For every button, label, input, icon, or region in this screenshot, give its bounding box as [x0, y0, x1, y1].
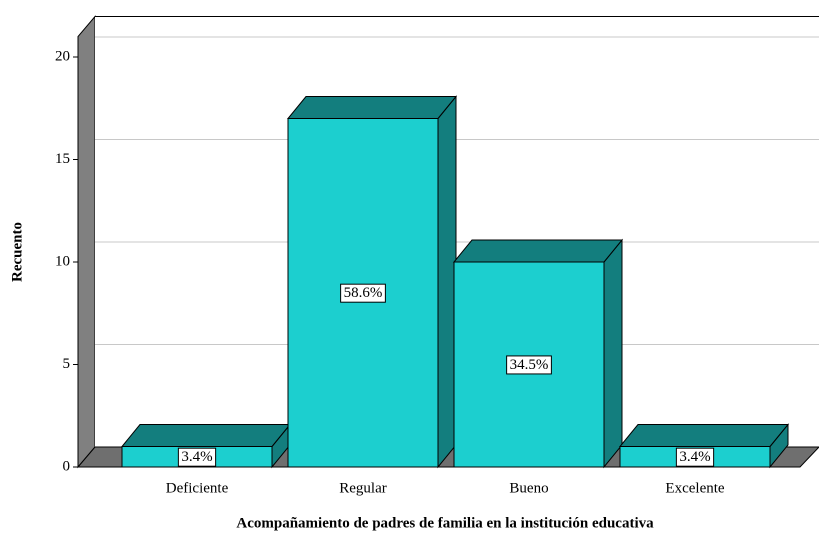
bar-label-box [177, 447, 217, 467]
x-axis-title: Acompañamiento de padres de familia en l… [236, 515, 654, 531]
bar-top [286, 96, 458, 119]
bar-label-group [675, 447, 715, 467]
bar-label-group [506, 355, 552, 375]
y-tick-label: 20 [55, 48, 70, 64]
back-wall [95, 16, 819, 447]
bar-label: 3.4% [679, 449, 710, 465]
bar-label-group [340, 283, 386, 303]
x-tick-label: Bueno [509, 480, 548, 496]
bar-label: 58.6% [344, 285, 383, 301]
bar-label-box [506, 355, 552, 375]
bar-label-group [177, 447, 217, 467]
y-tick-label: 10 [55, 253, 70, 269]
bar-top [120, 424, 292, 447]
bar-top [618, 424, 790, 447]
y-axis-title: Recuento [9, 222, 25, 282]
bar-side [603, 238, 623, 469]
bar-top [452, 239, 624, 263]
bar-label-box [340, 283, 386, 303]
bar-label: 3.4% [181, 449, 212, 465]
bar-side [437, 95, 457, 469]
bar-label-box [675, 447, 715, 467]
bar-label: 34.5% [510, 357, 549, 373]
y-tick-label: 5 [63, 356, 71, 372]
left-wall [77, 15, 96, 469]
y-tick-label: 15 [55, 151, 70, 167]
x-tick-label: Regular [339, 480, 386, 496]
x-tick-label: Excelente [665, 480, 724, 496]
y-tick-label: 0 [63, 458, 71, 474]
x-tick-label: Deficiente [166, 480, 229, 496]
